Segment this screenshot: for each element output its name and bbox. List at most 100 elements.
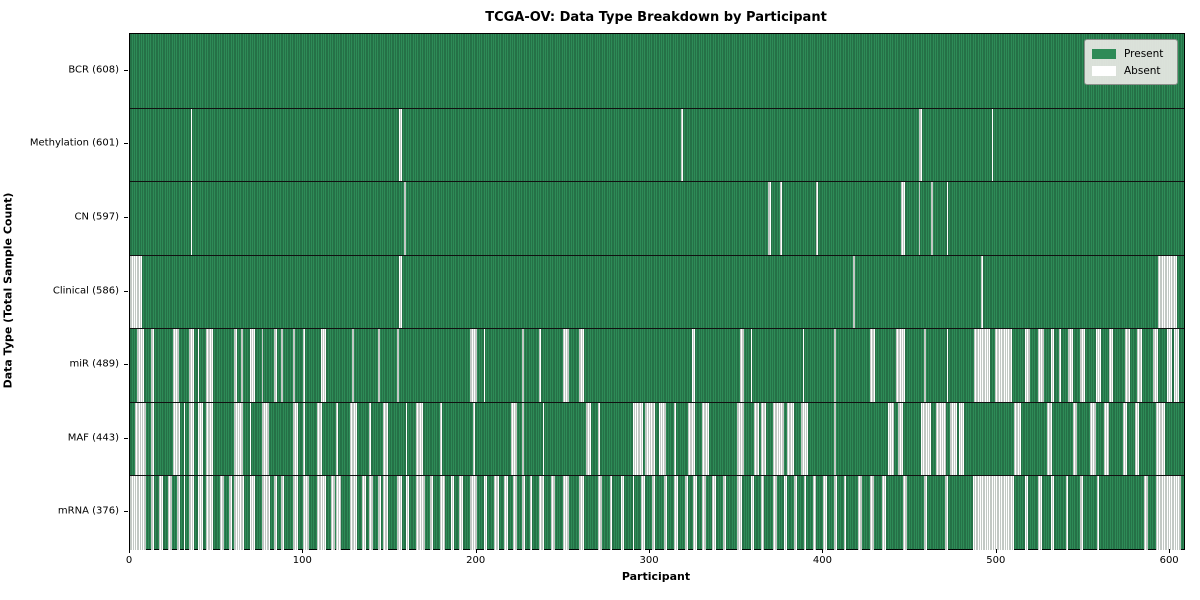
absent-stripe: [303, 476, 309, 550]
absent-stripe: [740, 329, 744, 403]
legend-label-absent: Absent: [1124, 64, 1161, 77]
absent-stripe: [261, 329, 264, 403]
absent-stripe: [1157, 255, 1178, 330]
absent-stripe: [1090, 402, 1096, 477]
absent-stripe: [240, 329, 243, 403]
absent-stripe: [1156, 476, 1181, 550]
absent-stripe: [494, 476, 500, 550]
x-tick-label-300: 300: [639, 555, 659, 566]
absent-stripe: [206, 329, 214, 403]
absent-stripe: [887, 402, 895, 477]
absent-stripe: [396, 329, 399, 403]
absent-stripe: [995, 329, 1013, 403]
absent-stripe: [684, 476, 689, 550]
x-tick-mark: [129, 549, 130, 553]
absent-stripe: [336, 476, 342, 550]
absent-stripe: [736, 476, 742, 550]
absent-stripe: [923, 329, 926, 403]
absent-stripe: [350, 402, 358, 477]
absent-stripe: [870, 476, 874, 550]
absent-stripe: [578, 476, 585, 550]
absent-stripe: [405, 402, 408, 477]
absent-stripe: [1173, 329, 1179, 403]
absent-stripe: [901, 182, 905, 256]
absent-stripe: [403, 182, 406, 256]
absent-stripe: [551, 476, 555, 550]
absent-stripe: [483, 476, 488, 550]
absent-stripe: [159, 476, 163, 550]
absent-stripe: [459, 476, 463, 550]
absent-stripe: [761, 402, 767, 477]
absent-stripe: [173, 329, 179, 403]
absent-stripe: [833, 329, 836, 403]
absent-stripe: [173, 402, 181, 477]
y-tick-label-Methylation: Methylation (601): [29, 137, 119, 149]
absent-stripe: [521, 402, 524, 477]
absent-stripe: [1050, 329, 1054, 403]
absent-stripe: [773, 402, 784, 477]
absent-stripe: [150, 329, 155, 403]
absent-stripe: [674, 476, 678, 550]
absent-stripe: [1047, 402, 1053, 477]
absent-stripe: [351, 329, 354, 403]
absent-stripe: [228, 476, 233, 550]
absent-stripe: [292, 402, 299, 477]
absent-stripe: [793, 476, 798, 550]
y-tick-mark: [124, 290, 128, 292]
absent-stripe: [783, 476, 787, 550]
absent-swatch-icon: [1092, 65, 1116, 76]
absent-stripe: [787, 402, 794, 477]
absent-stripe: [949, 402, 957, 477]
absent-stripe: [702, 402, 709, 477]
absent-stripe: [681, 108, 683, 183]
absent-stripe: [641, 476, 645, 550]
absent-stripe: [273, 329, 278, 403]
absent-stripe: [416, 476, 425, 550]
absent-stripe: [135, 402, 146, 477]
absent-stripe: [1097, 476, 1100, 550]
x-tick-mark: [475, 549, 477, 553]
absent-stripe: [644, 402, 656, 477]
y-tick-label-Clinical: Clinical (586): [52, 285, 119, 296]
absent-stripe: [804, 476, 807, 550]
y-tick-mark: [124, 364, 128, 366]
absent-stripe: [416, 402, 423, 477]
absent-stripe: [206, 402, 214, 477]
y-tick-mark: [124, 437, 128, 439]
absent-stripe: [688, 402, 696, 477]
legend-label-present: Present: [1124, 47, 1164, 60]
absent-stripe: [858, 476, 862, 550]
absent-stripe: [336, 402, 338, 477]
absent-stripe: [350, 476, 358, 550]
y-tick-mark: [124, 143, 128, 145]
x-tick-mark: [1169, 549, 1171, 553]
absent-stripe: [303, 402, 306, 477]
y-tick-label-BCR: BCR (608): [68, 64, 119, 76]
y-tick-mark: [124, 69, 128, 71]
absent-stripe: [1104, 402, 1110, 477]
absent-stripe: [691, 329, 696, 403]
row-BCR: [130, 34, 1184, 108]
absent-stripe: [1156, 402, 1165, 477]
absent-stripe: [1109, 329, 1113, 403]
x-tick-label-0: 0: [125, 555, 133, 566]
absent-stripe: [188, 476, 195, 550]
absent-stripe: [1135, 402, 1139, 477]
y-tick-mark: [124, 511, 128, 513]
absent-stripe: [273, 476, 278, 550]
absent-stripe: [150, 476, 155, 550]
row-MAF: [130, 401, 1184, 477]
absent-stripe: [702, 476, 706, 550]
x-tick-mark: [649, 549, 651, 553]
absent-stripe: [1137, 329, 1143, 403]
absent-stripe: [469, 329, 477, 403]
absent-stripe: [578, 329, 585, 403]
absent-stripe: [383, 402, 389, 477]
absent-stripe: [1038, 476, 1042, 550]
absent-stripe: [944, 476, 949, 550]
x-tick-label-600: 600: [1159, 555, 1179, 566]
absent-stripe: [974, 329, 990, 403]
absent-stripe: [1125, 329, 1131, 403]
absent-stripe: [303, 329, 306, 403]
row-CN: [130, 181, 1184, 256]
